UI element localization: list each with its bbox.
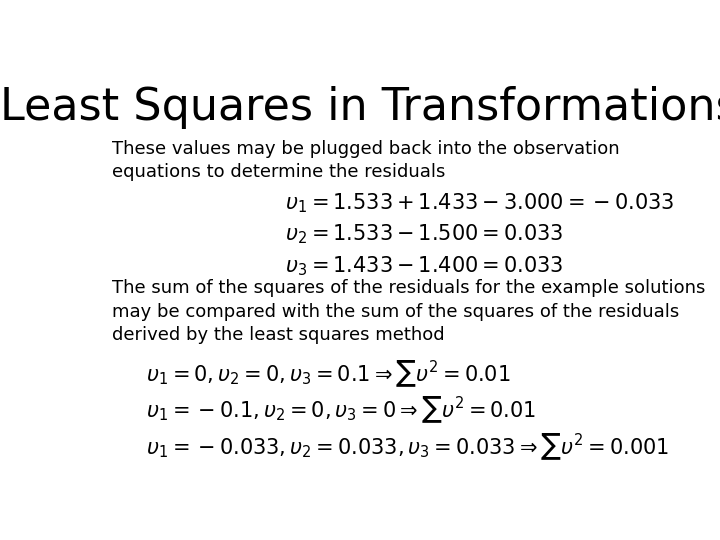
- Text: The sum of the squares of the residuals for the example solutions
may be compare: The sum of the squares of the residuals …: [112, 279, 706, 344]
- Text: Least Squares in Transformations: Least Squares in Transformations: [0, 85, 720, 129]
- Text: $\upsilon_1 = -0.1, \upsilon_2 = 0, \upsilon_3 = 0 \Rightarrow \sum \upsilon^2 =: $\upsilon_1 = -0.1, \upsilon_2 = 0, \ups…: [145, 395, 536, 425]
- Text: $\upsilon_1 = 1.533 + 1.433 - 3.000 = -0.033$: $\upsilon_1 = 1.533 + 1.433 - 3.000 = -0…: [285, 192, 675, 215]
- Text: $\upsilon_1 = -0.033, \upsilon_2 = 0.033, \upsilon_3 = 0.033 \Rightarrow \sum \u: $\upsilon_1 = -0.033, \upsilon_2 = 0.033…: [145, 431, 669, 462]
- Text: $\upsilon_1 = 0, \upsilon_2 = 0, \upsilon_3 = 0.1 \Rightarrow \sum \upsilon^2 = : $\upsilon_1 = 0, \upsilon_2 = 0, \upsilo…: [145, 358, 510, 389]
- Text: $\upsilon_3 = 1.433 - 1.400 = 0.033$: $\upsilon_3 = 1.433 - 1.400 = 0.033$: [285, 254, 564, 278]
- Text: $\upsilon_2 = 1.533 - 1.500 = 0.033$: $\upsilon_2 = 1.533 - 1.500 = 0.033$: [285, 223, 564, 246]
- Text: These values may be plugged back into the observation
equations to determine the: These values may be plugged back into th…: [112, 140, 620, 181]
